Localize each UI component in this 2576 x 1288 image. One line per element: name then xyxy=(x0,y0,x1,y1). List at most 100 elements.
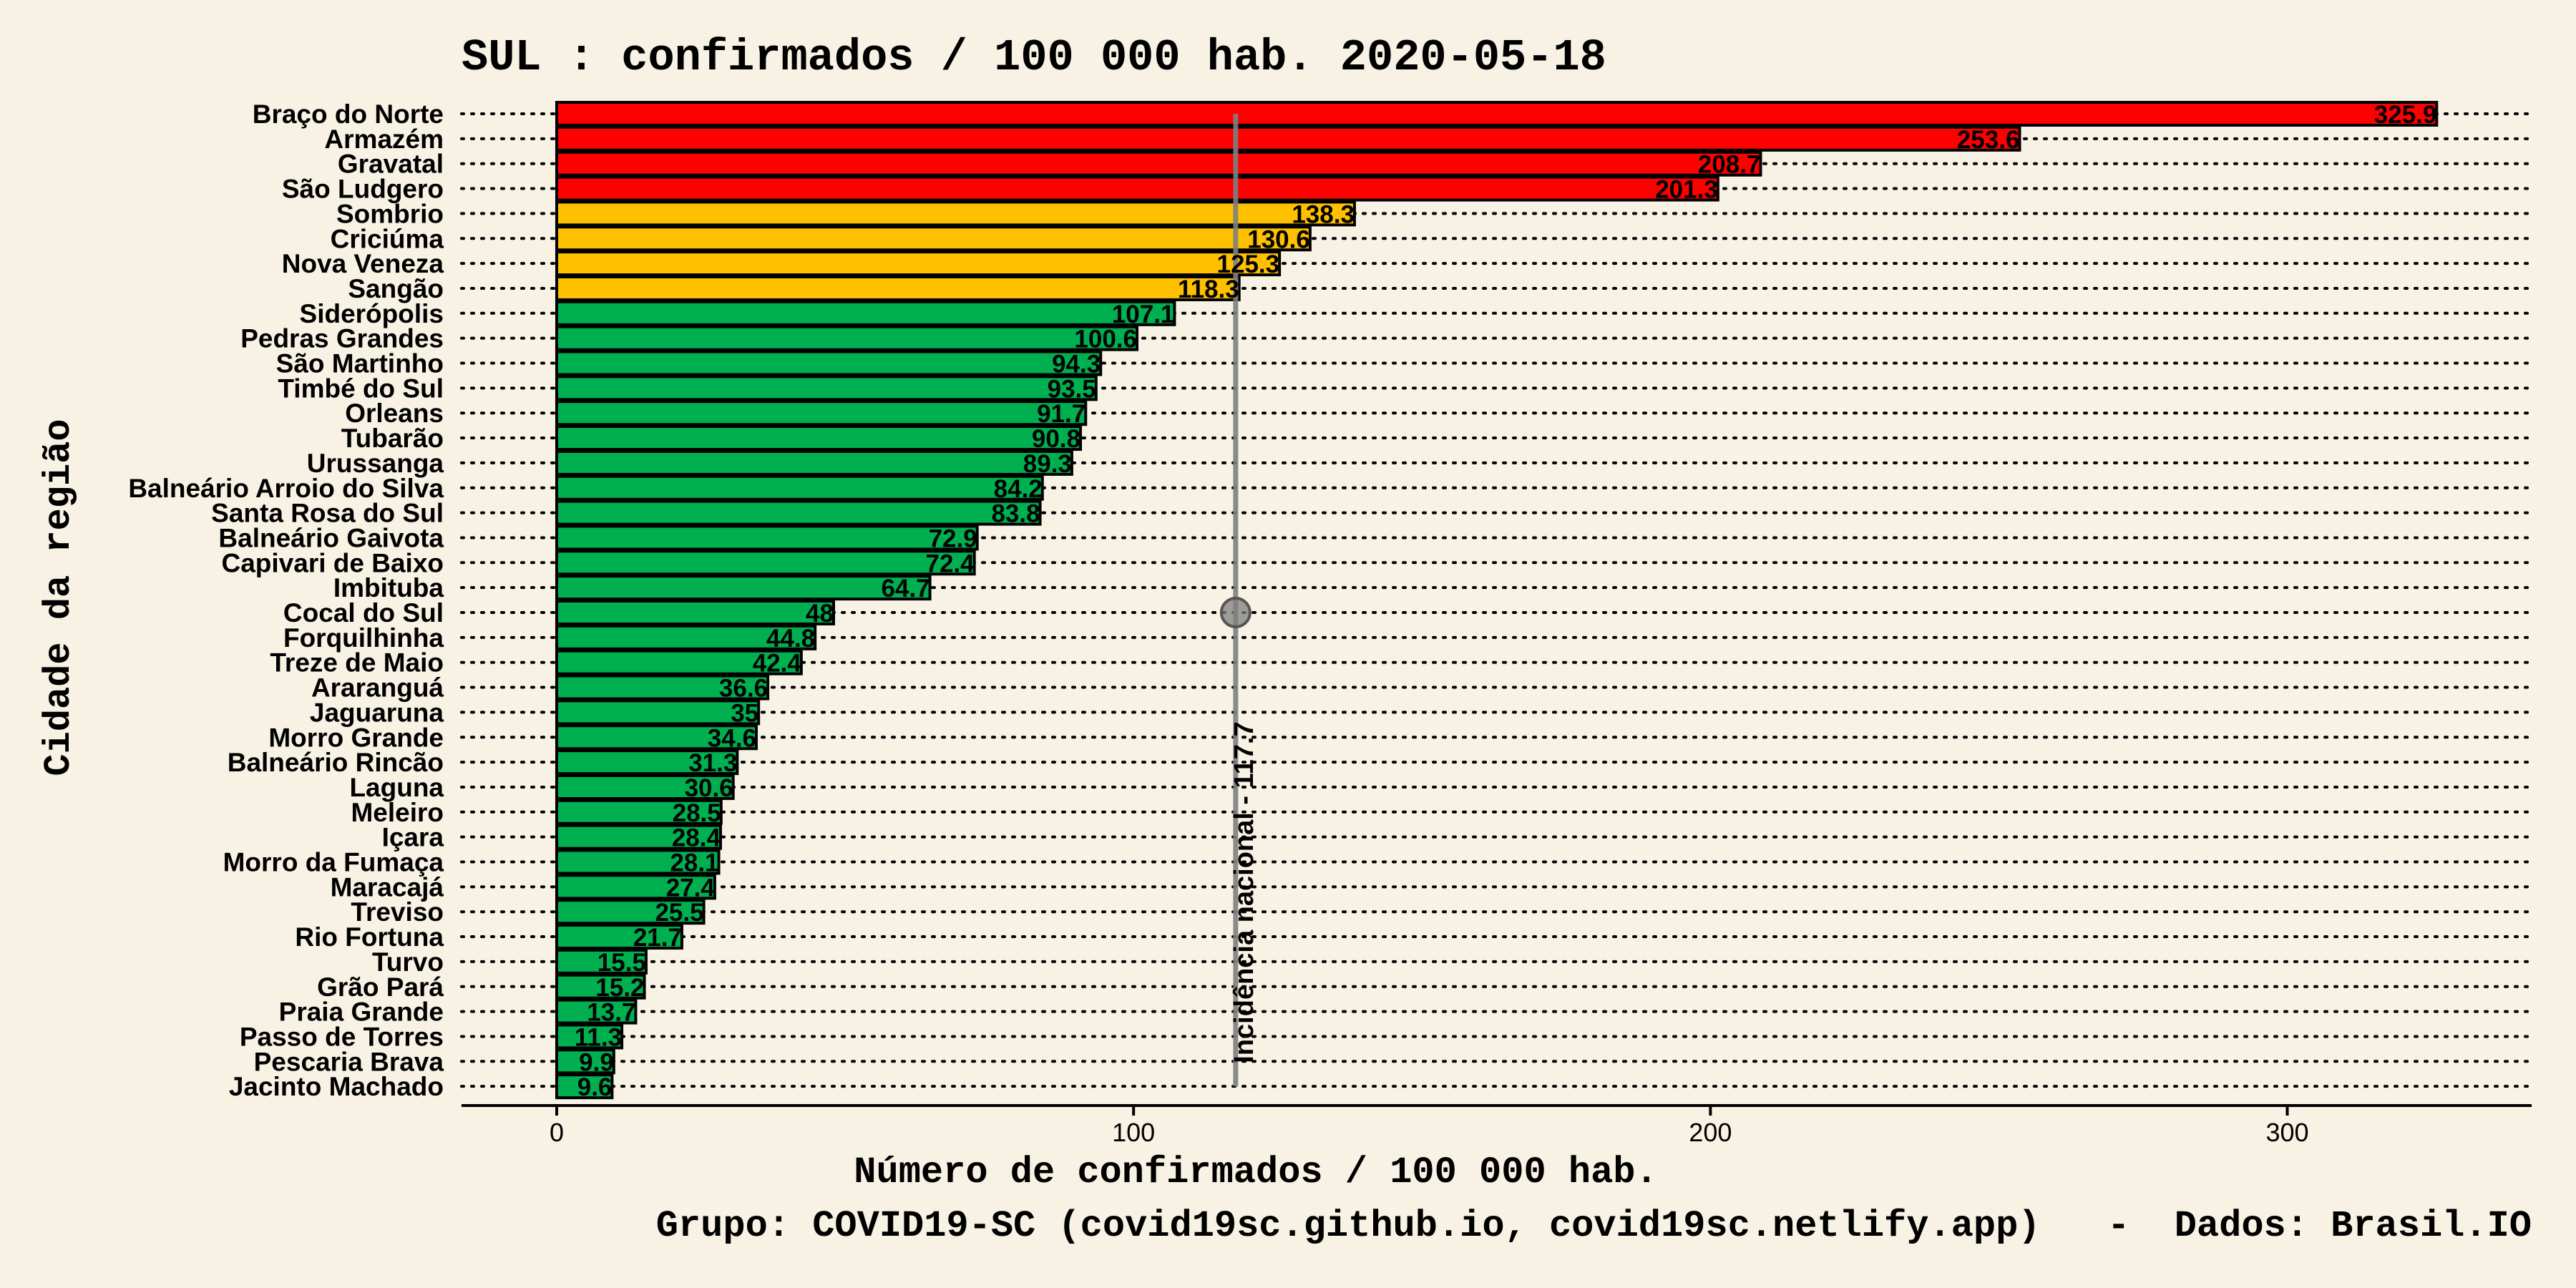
y-tick-label: Forquilhinha xyxy=(283,623,444,653)
y-tick-label: Treviso xyxy=(351,897,444,927)
bar xyxy=(555,799,723,825)
bar xyxy=(555,649,803,675)
bar xyxy=(555,375,1098,401)
bar-value-label: 72.9 xyxy=(929,525,977,552)
y-tick-label: Braço do Norte xyxy=(253,99,444,129)
y-tick-label: Cocal do Sul xyxy=(283,598,444,628)
y-tick-label: Nova Veneza xyxy=(282,249,444,278)
y-tick-label: São Martinho xyxy=(276,349,444,379)
bar-value-label: 11.3 xyxy=(575,1023,622,1051)
bar-value-label: 42.4 xyxy=(753,650,802,678)
bar xyxy=(555,973,646,1000)
y-tick-label: Grão Pará xyxy=(317,972,444,1002)
bar xyxy=(555,150,1762,177)
bar-value-label: 90.8 xyxy=(1032,425,1080,453)
bar-value-label: 30.6 xyxy=(685,774,733,802)
y-tick-label: Armazém xyxy=(324,125,444,154)
bar-value-label: 35 xyxy=(731,699,758,727)
y-tick-label: Meleiro xyxy=(351,798,444,827)
reference-line-group: Incidência nacional - 117.7 xyxy=(1219,114,1259,1087)
bar-value-label: 118.3 xyxy=(1178,275,1239,303)
chart-title: SUL : confirmados / 100 000 hab. 2020-05… xyxy=(462,32,1606,83)
y-tick-label: Gravatal xyxy=(338,150,444,179)
chart-caption: Grupo: COVID19-SC (covid19sc.github.io, … xyxy=(656,1205,2532,1247)
y-tick-label: Pescaria Brava xyxy=(254,1047,444,1076)
y-tick-label: Siderópolis xyxy=(300,299,444,328)
bar xyxy=(555,924,683,950)
x-tick-label: 200 xyxy=(1689,1118,1732,1147)
bar xyxy=(555,998,638,1025)
bar xyxy=(555,624,817,650)
y-tick-label: Maracajá xyxy=(331,872,444,902)
y-tick-label: Imbituba xyxy=(333,573,444,602)
bar xyxy=(555,1048,615,1075)
bar-value-label: 34.6 xyxy=(708,724,756,752)
bar-value-label: 36.6 xyxy=(719,675,768,703)
bar-value-label: 130.6 xyxy=(1247,225,1310,253)
y-tick-label: Balneário Arroio do Silva xyxy=(128,474,444,503)
y-tick-label: Sombrio xyxy=(336,199,444,228)
reference-line-label: Incidência nacional - 117.7 xyxy=(1229,721,1259,1063)
y-tick-label: Morro Grande xyxy=(268,723,444,752)
bar xyxy=(555,575,932,601)
y-tick-label: Balneário Rincão xyxy=(228,748,444,777)
bar-value-label: 201.3 xyxy=(1655,176,1718,204)
bar xyxy=(555,225,1312,252)
y-tick-label: Urussanga xyxy=(307,449,444,478)
bar-value-label: 28.4 xyxy=(672,824,721,852)
bar-value-label: 64.7 xyxy=(881,575,930,602)
bars xyxy=(555,101,2439,1100)
bar xyxy=(555,749,739,776)
bar xyxy=(555,724,758,751)
bar xyxy=(555,824,722,850)
bar-value-label: 84.2 xyxy=(994,475,1043,503)
bar-value-label: 9.6 xyxy=(577,1073,613,1101)
bar-value-label: 13.7 xyxy=(587,999,635,1027)
y-tick-label: São Ludgero xyxy=(282,175,444,204)
bar xyxy=(555,350,1103,376)
y-tick-label: Treze de Maio xyxy=(270,648,444,678)
y-tick-label: Içara xyxy=(382,823,444,852)
bar xyxy=(555,175,1719,202)
y-tick-label: Orleans xyxy=(345,399,444,428)
bar xyxy=(555,1073,614,1100)
bar xyxy=(555,200,1356,227)
x-tick-label: 100 xyxy=(1112,1118,1155,1147)
bar xyxy=(555,1023,624,1050)
y-tick-label: Jacinto Machado xyxy=(229,1072,444,1101)
bar xyxy=(555,101,2439,127)
bar-value-label: 31.3 xyxy=(688,749,737,777)
y-tick-label: Santa Rosa do Sul xyxy=(211,499,444,528)
bar-value-label: 9.9 xyxy=(579,1048,614,1076)
bar-value-label: 44.8 xyxy=(766,625,815,653)
bar xyxy=(555,550,976,576)
bar xyxy=(555,600,835,625)
bar xyxy=(555,474,1044,501)
bar xyxy=(555,300,1176,326)
bar xyxy=(555,275,1241,301)
bar-value-label: 28.5 xyxy=(673,799,721,827)
bar-value-label: 253.6 xyxy=(1957,126,2020,154)
x-axis-title: Número de confirmados / 100 000 hab. xyxy=(854,1151,1657,1194)
bar-value-label: 72.4 xyxy=(926,550,975,577)
bar-value-label: 107.1 xyxy=(1112,301,1175,328)
bar xyxy=(555,849,721,875)
bar-value-label: 28.1 xyxy=(670,849,718,877)
bar-value-label: 100.6 xyxy=(1074,326,1137,353)
bar-value-label: 93.5 xyxy=(1048,375,1096,403)
y-tick-label: Balneário Gaivota xyxy=(218,523,444,552)
y-tick-label: Morro da Fumaça xyxy=(223,848,444,877)
y-tick-label: Pedras Grandes xyxy=(240,324,444,353)
y-tick-label: Capivari de Baixo xyxy=(221,548,444,577)
bar-value-label: 325.9 xyxy=(2374,101,2437,129)
y-tick-label: Criciúma xyxy=(331,224,444,253)
y-tick-label: Jaguaruna xyxy=(310,698,444,727)
x-tick-label: 300 xyxy=(2265,1118,2308,1147)
bar-value-label: 138.3 xyxy=(1292,200,1355,228)
bar xyxy=(555,899,706,925)
bar xyxy=(555,525,979,551)
y-tick-label: Praia Grande xyxy=(279,997,444,1027)
bar-value-label: 48 xyxy=(806,600,834,628)
